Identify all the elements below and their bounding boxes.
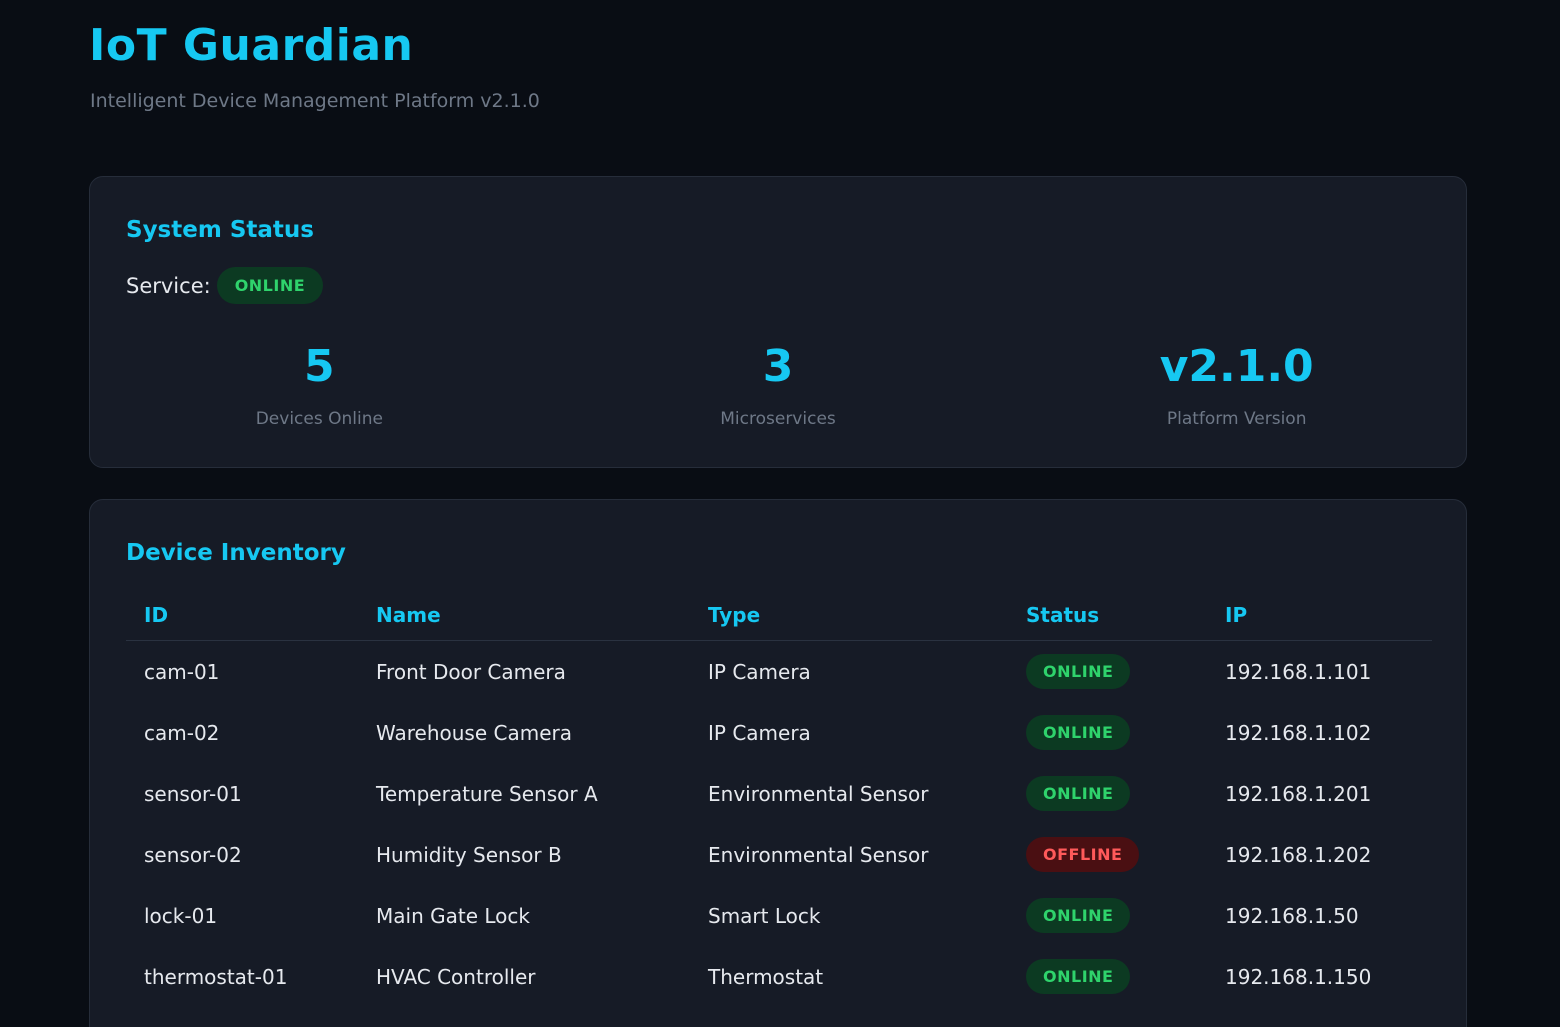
device-type: Environmental Sensor <box>708 781 929 806</box>
device-ip: 192.168.1.202 <box>1225 842 1372 867</box>
service-status-row: Service: ONLINE <box>126 267 324 304</box>
device-status-cell: ONLINE <box>1018 763 1207 824</box>
table-row: thermostat-01 HVAC Controller Thermostat… <box>126 946 1432 1007</box>
device-name: Main Gate Lock <box>376 903 530 928</box>
column-header-type: Type <box>690 593 1018 641</box>
app-title: IoT Guardian <box>89 20 414 71</box>
table-row: lock-01 Main Gate Lock Smart Lock ONLINE… <box>126 885 1432 946</box>
app-subtitle: Intelligent Device Management Platform v… <box>90 90 540 112</box>
column-header-ip: IP <box>1207 593 1432 641</box>
device-table: ID Name Type Status IP cam-01 Front Door… <box>126 593 1432 1007</box>
device-ip: 192.168.1.50 <box>1225 903 1359 928</box>
service-status-badge: ONLINE <box>216 267 324 304</box>
system-status-heading: System Status <box>126 217 314 243</box>
table-row: sensor-02 Humidity Sensor B Environmenta… <box>126 824 1432 885</box>
stats-row: 5 Devices Online 3 Microservices v2.1.0 … <box>90 341 1466 430</box>
device-inventory-card: Device Inventory ID Name Type Status IP … <box>89 499 1467 1027</box>
device-type: Smart Lock <box>708 903 821 928</box>
device-status-cell: ONLINE <box>1018 641 1207 703</box>
device-id: lock-01 <box>144 903 218 928</box>
device-name: Front Door Camera <box>376 659 566 684</box>
status-badge: ONLINE <box>1026 715 1131 750</box>
device-type: Thermostat <box>708 964 824 989</box>
stat-label: Devices Online <box>255 409 383 429</box>
device-name: Warehouse Camera <box>376 720 572 745</box>
device-ip: 192.168.1.101 <box>1225 659 1372 684</box>
service-label: Service: <box>126 273 211 298</box>
device-status-cell: ONLINE <box>1018 885 1207 946</box>
device-name: Temperature Sensor A <box>376 781 598 806</box>
device-id: thermostat-01 <box>144 964 288 989</box>
column-header-name: Name <box>358 593 690 641</box>
stat-label: Microservices <box>720 409 836 429</box>
device-status-cell: ONLINE <box>1018 946 1207 1007</box>
device-ip: 192.168.1.150 <box>1225 964 1372 989</box>
status-badge: ONLINE <box>1026 898 1131 933</box>
table-row: cam-02 Warehouse Camera IP Camera ONLINE… <box>126 702 1432 763</box>
status-badge: ONLINE <box>1026 959 1131 994</box>
device-id: cam-01 <box>144 659 220 684</box>
stat-value: v2.1.0 <box>1159 341 1314 392</box>
device-id: cam-02 <box>144 720 220 745</box>
status-badge: ONLINE <box>1026 776 1131 811</box>
device-ip: 192.168.1.102 <box>1225 720 1372 745</box>
device-name: Humidity Sensor B <box>376 842 562 867</box>
stat-devices-online: 5 Devices Online <box>90 341 549 430</box>
stat-value: 5 <box>304 341 335 392</box>
stat-platform-version: v2.1.0 Platform Version <box>1007 341 1466 430</box>
table-row: sensor-01 Temperature Sensor A Environme… <box>126 763 1432 824</box>
stat-value: 3 <box>762 341 794 392</box>
device-name: HVAC Controller <box>376 964 536 989</box>
device-status-cell: ONLINE <box>1018 702 1207 763</box>
system-status-card: System Status Service: ONLINE 5 Devices … <box>89 176 1467 468</box>
device-id: sensor-01 <box>144 781 242 806</box>
device-type: IP Camera <box>708 720 811 745</box>
column-header-id: ID <box>126 593 358 641</box>
device-inventory-heading: Device Inventory <box>126 540 346 566</box>
table-row: cam-01 Front Door Camera IP Camera ONLIN… <box>126 641 1432 703</box>
device-type: Environmental Sensor <box>708 842 929 867</box>
status-badge: OFFLINE <box>1026 837 1140 872</box>
stat-microservices: 3 Microservices <box>549 341 1008 430</box>
status-badge: ONLINE <box>1026 654 1131 689</box>
device-status-cell: OFFLINE <box>1018 824 1207 885</box>
column-header-status: Status <box>1018 593 1207 641</box>
device-type: IP Camera <box>708 659 811 684</box>
stat-label: Platform Version <box>1166 409 1307 429</box>
device-id: sensor-02 <box>144 842 242 867</box>
device-ip: 192.168.1.201 <box>1225 781 1372 806</box>
table-header-row: ID Name Type Status IP <box>126 593 1432 641</box>
